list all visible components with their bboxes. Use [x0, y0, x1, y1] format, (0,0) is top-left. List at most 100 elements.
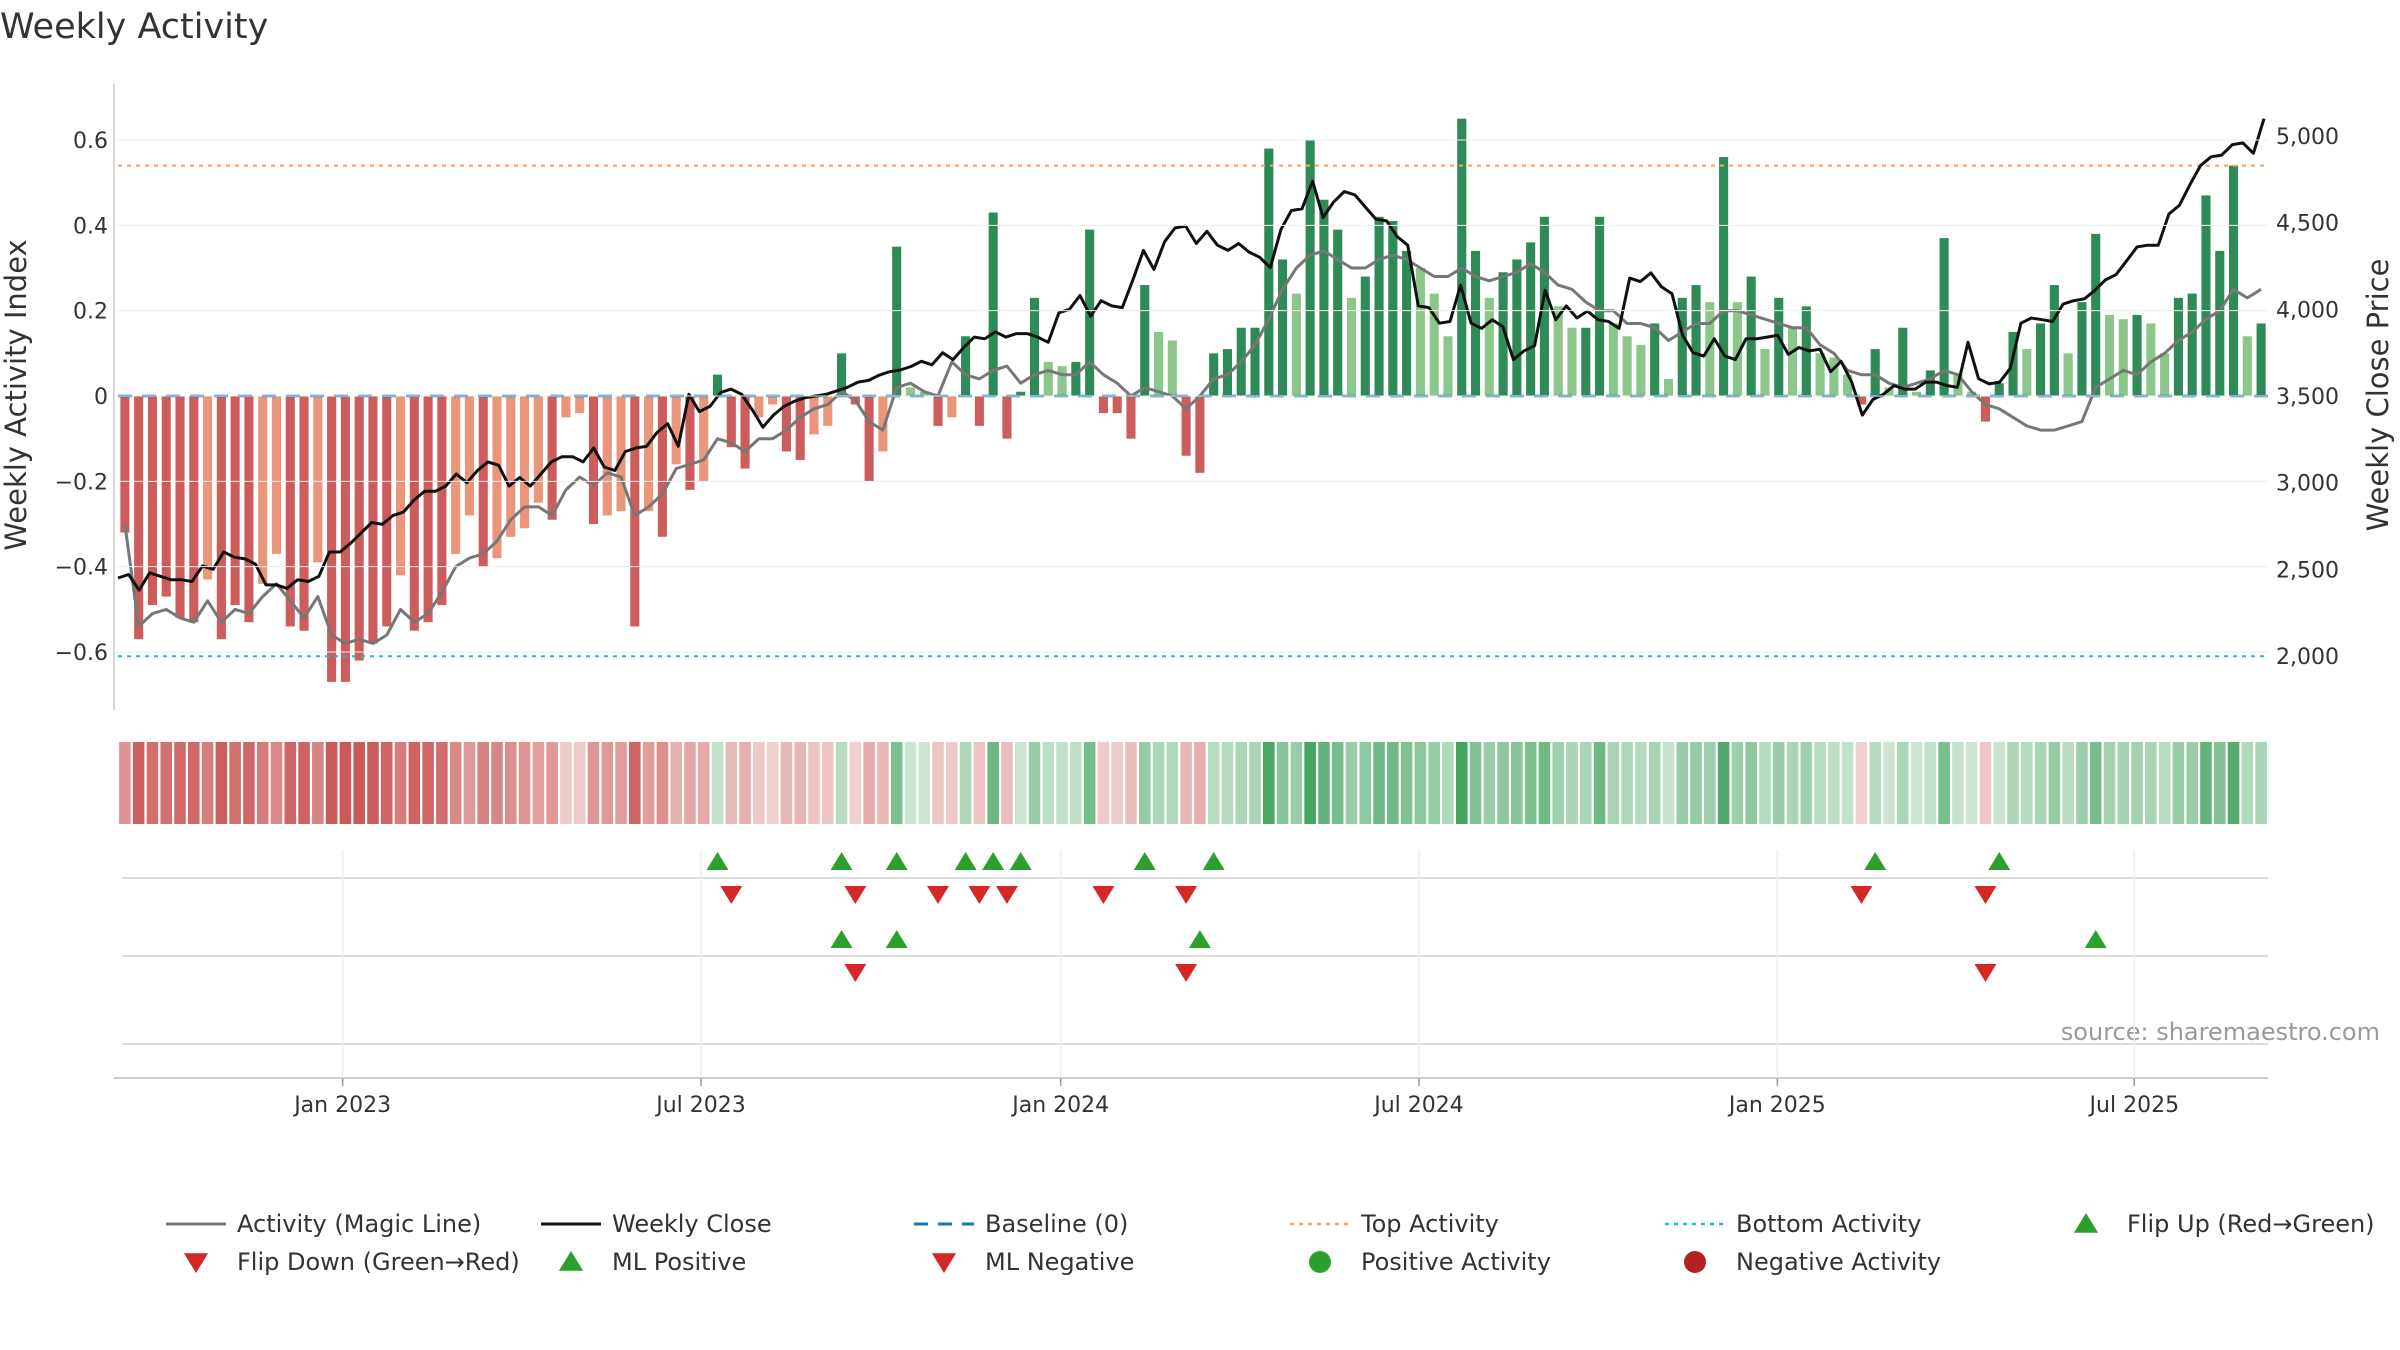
heat-cell: [1979, 742, 1992, 824]
heat-cell: [256, 742, 269, 824]
heat-cell: [959, 742, 972, 824]
activity-bar: [1057, 366, 1067, 396]
activity-bar: [2160, 353, 2170, 396]
activity-bar: [2118, 319, 2128, 396]
heat-cell: [1483, 742, 1496, 824]
activity-bar: [754, 396, 764, 418]
activity-bar: [1167, 340, 1177, 396]
heat-cell: [1676, 742, 1689, 824]
activity-bar: [492, 396, 502, 559]
heat-cell: [243, 742, 255, 824]
activity-bar: [768, 396, 778, 405]
activity-bar: [602, 396, 612, 516]
heat-cell: [1511, 742, 1523, 824]
activity-bar: [1815, 353, 1825, 396]
activity-bar: [230, 396, 240, 606]
activity-bar: [1512, 259, 1522, 396]
heat-cell: [1042, 742, 1055, 824]
heat-cell: [1883, 742, 1895, 824]
activity-bar: [699, 396, 709, 482]
y2-tick-label: 5,000: [2276, 125, 2339, 150]
legend-swatch: [2073, 1213, 2099, 1233]
heat-cell: [1138, 742, 1151, 824]
flip-up-marker: [1133, 852, 1156, 870]
heat-cell: [2186, 742, 2198, 824]
legend-label: Baseline (0): [985, 1210, 1128, 1238]
ml-negative-marker: [844, 964, 867, 982]
heat-cell: [1001, 742, 1013, 824]
flip-down-marker: [968, 886, 991, 904]
heat-cell: [1290, 742, 1303, 824]
activity-bar: [1402, 250, 1412, 396]
activity-bar: [1608, 323, 1618, 396]
y2-tick-label: 2,500: [2276, 558, 2339, 583]
x-tick-label: Jan 2025: [1727, 1093, 1826, 1118]
legend-item: Weekly Close: [541, 1210, 772, 1238]
heat-cell: [1455, 742, 1468, 824]
heat-cell: [987, 742, 999, 824]
y-tick-label: 0.4: [73, 214, 108, 239]
heat-cell: [2007, 742, 2019, 824]
heat-cell: [160, 742, 173, 824]
ml-positive-marker: [1188, 930, 1211, 948]
activity-bar: [1719, 157, 1729, 396]
heat-cell: [1786, 742, 1799, 824]
activity-bar: [1980, 396, 1991, 422]
ml-positive-marker: [830, 930, 853, 948]
flip-up-marker: [954, 852, 977, 870]
heat-cell: [1621, 742, 1633, 824]
activity-bar: [1098, 396, 1108, 414]
heat-cell: [1276, 742, 1289, 824]
ml-negative-marker: [1175, 964, 1198, 982]
heat-cell: [1566, 742, 1578, 824]
heat-cell: [697, 742, 710, 824]
activity-bar: [1429, 293, 1439, 396]
activity-bar: [1360, 276, 1370, 396]
heat-cell: [877, 742, 889, 824]
magic-line-series: [123, 249, 2262, 645]
activity-bar: [271, 396, 282, 554]
legend-swatch: [183, 1253, 209, 1273]
activity-bar: [258, 396, 268, 584]
activity-bar: [2091, 233, 2101, 396]
activity-bar: [1774, 297, 1784, 396]
heat-cell: [1704, 742, 1716, 824]
heat-cell: [408, 742, 421, 824]
heat-cell: [1635, 742, 1647, 824]
flip-up-marker: [1988, 852, 2011, 870]
legend-item: Baseline (0): [914, 1210, 1128, 1238]
weekly-close-series: [117, 118, 2266, 592]
x-tick-label: Jan 2024: [1010, 1093, 1109, 1118]
heat-cell: [1896, 742, 1909, 824]
heat-cell: [422, 742, 434, 824]
activity-bar: [671, 396, 681, 465]
x-tick-label: Jul 2023: [654, 1093, 746, 1118]
activity-bar: [1016, 391, 1026, 396]
activity-bar: [1071, 361, 1081, 396]
legend-item: Positive Activity: [1309, 1248, 1551, 1276]
activity-bar: [120, 396, 130, 533]
legend-label: Negative Activity: [1736, 1248, 1941, 1276]
heat-cell: [2048, 742, 2061, 824]
activity-bar: [2022, 349, 2032, 396]
legend-item: Negative Activity: [1684, 1248, 1941, 1276]
heat-cell: [1938, 742, 1950, 824]
x-tick-label: Jul 2024: [1372, 1093, 1464, 1118]
activity-bar: [147, 396, 158, 606]
heat-cell: [1387, 742, 1399, 824]
ml-positive-marker: [2084, 930, 2107, 948]
heat-cell: [1828, 742, 1840, 824]
heat-cell: [1331, 742, 1344, 824]
activity-bar: [216, 396, 226, 640]
activity-bar: [1374, 216, 1384, 396]
heat-cell: [1111, 742, 1123, 824]
activity-bar: [657, 396, 667, 537]
activity-bar: [1415, 267, 1425, 396]
activity-bar: [1112, 396, 1122, 414]
legend-label: ML Negative: [985, 1248, 1134, 1276]
activity-bar: [1994, 383, 2004, 396]
activity-bar: [2008, 331, 2018, 396]
activity-bar: [2049, 285, 2059, 396]
activity-bar: [1746, 276, 1756, 396]
activity-bar: [1912, 391, 1922, 396]
